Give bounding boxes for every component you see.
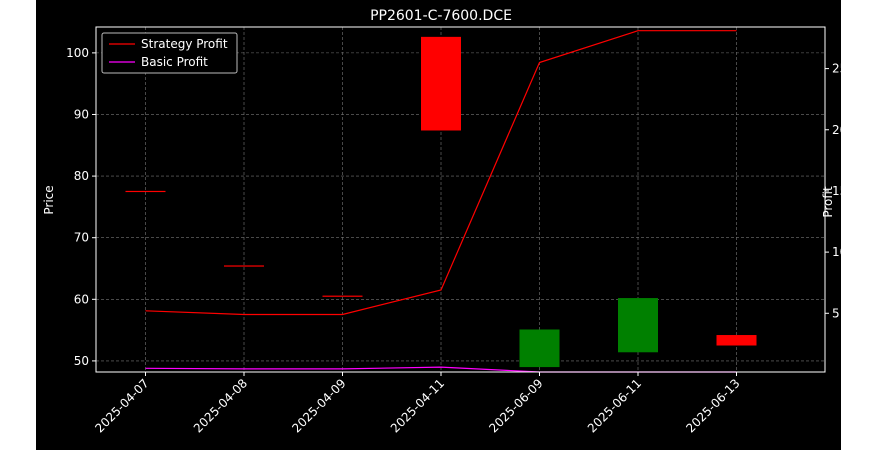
y-tick-label-left: 60: [74, 292, 89, 306]
y-tick-label-left: 80: [74, 169, 89, 183]
y-tick-label-right: 20: [832, 123, 841, 137]
y-tick-label-left: 50: [74, 354, 89, 368]
y-tick-label-right: 15: [832, 184, 841, 198]
grid: [96, 27, 825, 372]
y-axis-left: 50 60 70 80 90 100: [66, 46, 96, 368]
candle: [716, 335, 757, 346]
x-tick-label: 2025-04-09: [289, 376, 348, 435]
y-axis-right: 5 10 15 20 25: [825, 62, 841, 320]
legend-box: [101, 32, 238, 74]
x-axis: 2025-04-07 2025-04-08 2025-04-09 2025-04-11…: [92, 372, 743, 435]
y-tick-label-right: 10: [832, 245, 841, 259]
y-tick-label-left: 70: [74, 231, 89, 245]
plot-frame: [95, 26, 826, 373]
legend-label-basic-profit: Basic Profit: [141, 55, 208, 69]
legend-label-strategy-profit: Strategy Profit: [141, 37, 228, 51]
x-tick-label: 2025-06-09: [486, 376, 545, 435]
candle: [618, 298, 658, 353]
y-axis-label-left: Price: [42, 185, 56, 214]
candle: [224, 265, 264, 267]
y-tick-label-left: 100: [66, 46, 89, 60]
series-line: [145, 30, 737, 316]
legend: Strategy Profit Basic Profit: [101, 32, 238, 74]
candle: [125, 190, 166, 193]
y-tick-label-right: 25: [832, 62, 841, 76]
candle: [421, 36, 461, 131]
x-tick-label: 2025-04-07: [92, 376, 151, 435]
chart-title: PP2601-C-7600.DCE: [370, 8, 512, 24]
x-tick-label: 2025-04-11: [388, 376, 447, 435]
y-axis-label-right: Profit: [821, 186, 835, 218]
candle: [519, 329, 560, 368]
x-tick-label: 2025-06-13: [683, 376, 742, 435]
y-tick-label-left: 90: [74, 107, 89, 121]
candle: [322, 295, 363, 297]
x-tick-label: 2025-04-08: [191, 376, 250, 435]
x-tick-label: 2025-06-11: [585, 376, 644, 435]
y-tick-label-right: 5: [832, 306, 840, 320]
candles: [125, 36, 757, 368]
